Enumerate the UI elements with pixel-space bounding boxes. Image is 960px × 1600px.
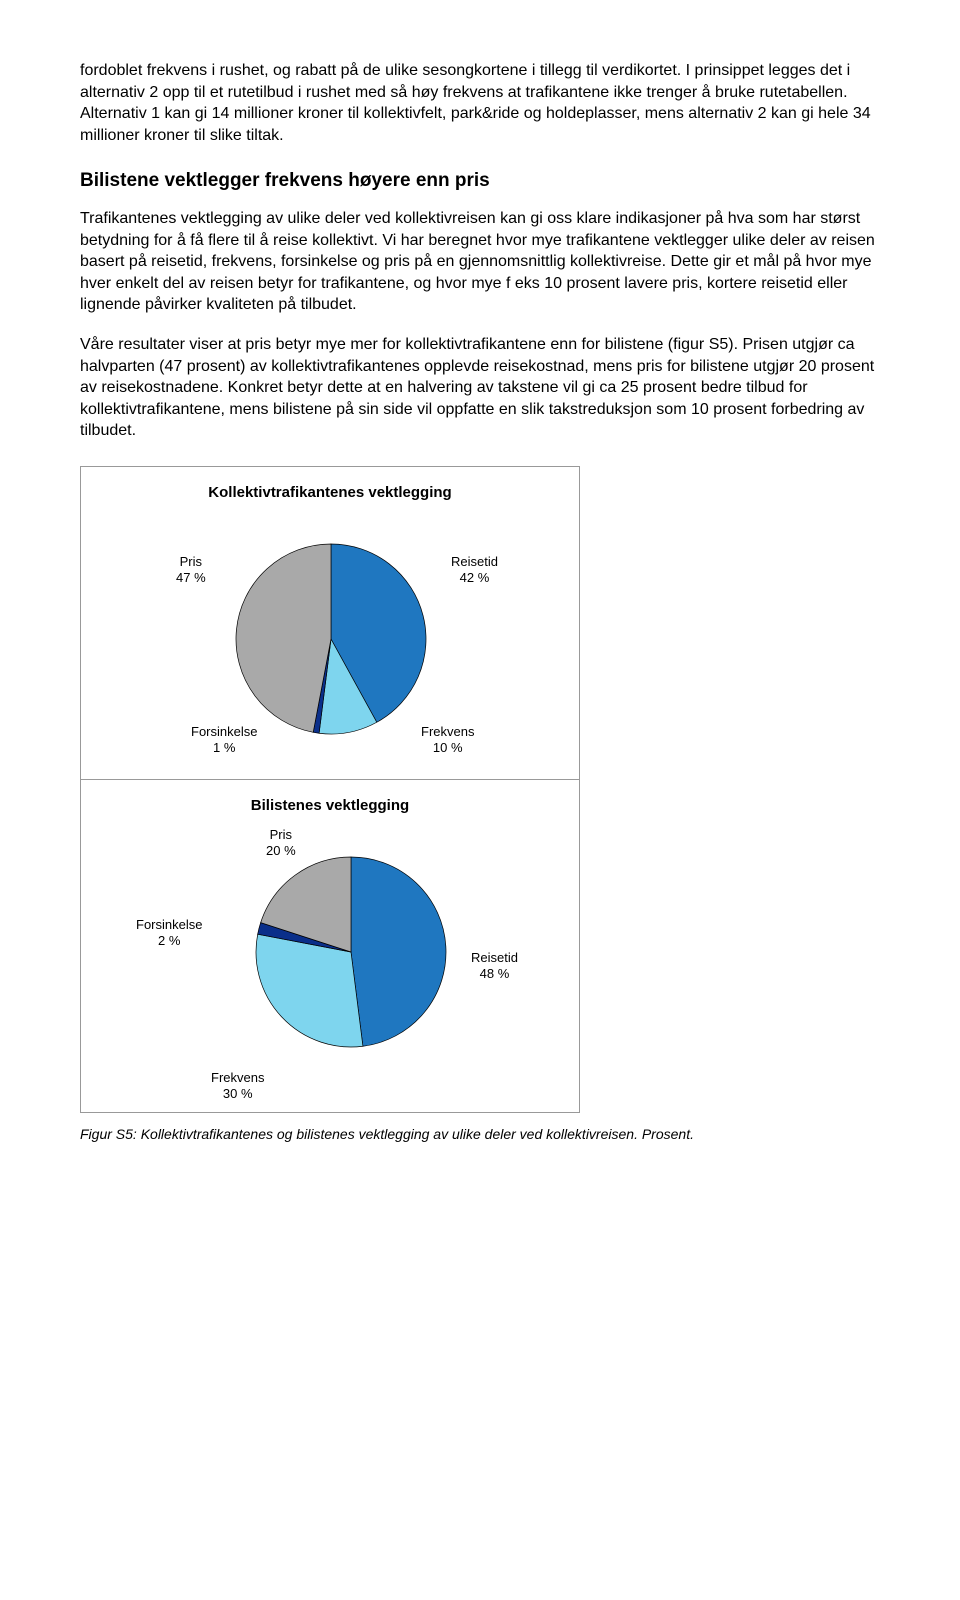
pie-segment-label: Frekvens10 %: [421, 724, 474, 755]
section-heading: Bilistene vektlegger frekvens høyere enn…: [80, 168, 880, 194]
pie-segment-label: Pris47 %: [176, 554, 206, 585]
chart-bilister: Bilistenes vektlegging Reisetid48 % Frekv…: [80, 780, 580, 1113]
pie-slice: [351, 857, 446, 1046]
pie-chart-1: Reisetid42 % Frekvens10 % Forsinkelse1 % Pr…: [91, 509, 569, 769]
figure-caption: Figur S5: Kollektivtrafikantenes og bili…: [80, 1125, 880, 1144]
chart-kollektiv: Kollektivtrafikantenes vektlegging Reise…: [80, 466, 580, 780]
pie-segment-label: Reisetid48 %: [471, 950, 518, 981]
chart1-title: Kollektivtrafikantenes vektlegging: [91, 483, 569, 503]
chart2-title: Bilistenes vektlegging: [91, 796, 569, 816]
paragraph-2: Trafikantenes vektlegging av ulike deler…: [80, 208, 880, 316]
paragraph-intro: fordoblet frekvens i rushet, og rabatt p…: [80, 60, 880, 146]
pie-segment-label: Forsinkelse1 %: [191, 724, 257, 755]
pie-segment-label: Pris20 %: [266, 827, 296, 858]
pie-segment-label: Frekvens30 %: [211, 1070, 264, 1101]
pie-chart-2: Reisetid48 % Frekvens30 % Forsinkelse2 % Pr…: [91, 822, 569, 1102]
paragraph-3: Våre resultater viser at pris betyr mye …: [80, 334, 880, 442]
pie-segment-label: Forsinkelse2 %: [136, 917, 202, 948]
pie-segment-label: Reisetid42 %: [451, 554, 498, 585]
pie-slice: [236, 544, 331, 732]
